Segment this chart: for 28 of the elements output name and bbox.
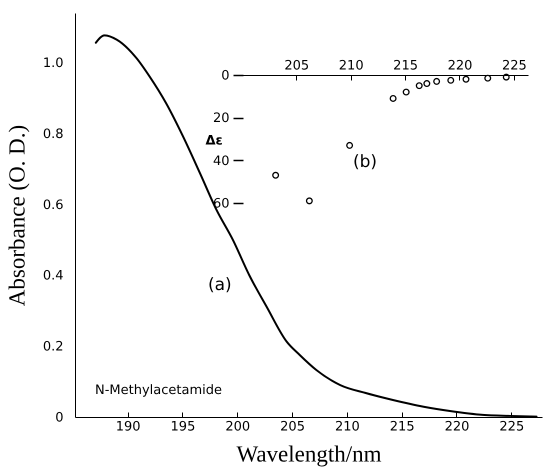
x-tick-label: 215 [393, 58, 418, 74]
x-tick-label: 210 [334, 420, 360, 434]
x-tick-label: 205 [284, 58, 310, 74]
x-tick-label: 205 [280, 420, 305, 434]
y-tick-label: 0.6 [42, 198, 64, 213]
y-tick-label: 0 [55, 410, 64, 426]
y-tick-label: 1.0 [42, 56, 64, 72]
x-tick-label: 225 [499, 420, 524, 434]
annotation: N-Methylacetamide [95, 383, 222, 398]
y-tick-label: 40 [212, 154, 230, 169]
x-tick-label: 220 [448, 58, 472, 74]
y-tick-label: 0.2 [42, 340, 64, 355]
y-tick-label: 0.8 [42, 126, 64, 142]
x-tick-label: 215 [390, 420, 415, 434]
x-axis-title: Wavelength/nm [236, 442, 382, 466]
x-tick-label: 190 [116, 420, 141, 434]
x-tick-label: 220 [444, 420, 470, 434]
y-tick-label: 0.4 [42, 268, 64, 284]
annotation: (a) [208, 275, 232, 295]
y-axis-title: Absorbance (O. D.) [4, 124, 30, 306]
y-axis-title: Δε [206, 134, 223, 148]
y-tick-label: 0 [221, 68, 230, 84]
annotation: (b) [353, 152, 378, 172]
x-tick-label: 210 [338, 58, 364, 74]
x-tick-label: 195 [170, 420, 196, 434]
y-tick-label: 20 [212, 111, 230, 126]
x-tick-label: 200 [225, 420, 250, 434]
x-tick-label: 225 [502, 58, 527, 74]
